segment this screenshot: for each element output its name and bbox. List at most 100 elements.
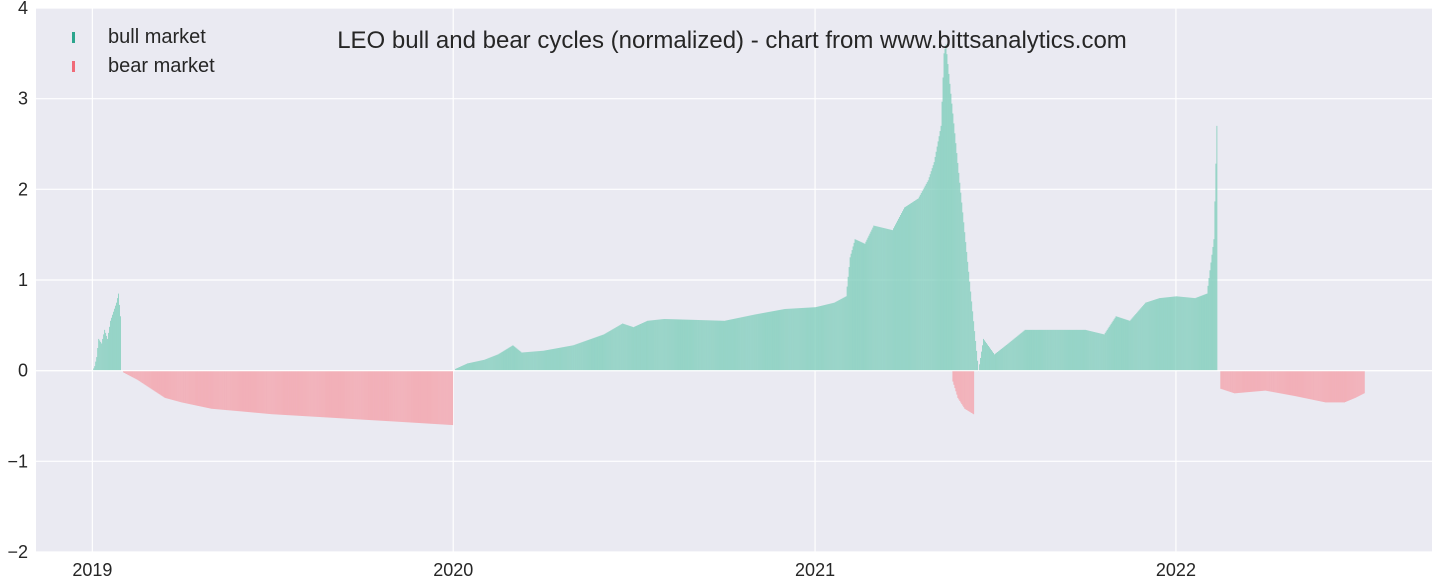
bear-bar	[1326, 370, 1328, 403]
bull-bar	[629, 325, 631, 371]
bear-bar	[225, 370, 227, 411]
bull-bar	[463, 365, 464, 371]
bull-bar	[706, 320, 708, 371]
bear-bar	[441, 370, 443, 425]
bull-bar	[1008, 342, 1010, 371]
bull-bar	[617, 326, 619, 371]
bear-bar	[193, 370, 195, 405]
bull-bar	[1116, 316, 1118, 371]
bear-bar	[1285, 370, 1287, 395]
bear-bar	[391, 370, 393, 422]
bull-bar	[1115, 316, 1117, 371]
bull-bar	[1207, 285, 1209, 371]
bear-bar	[185, 370, 187, 404]
bear-bar	[1224, 370, 1226, 391]
bear-bar	[187, 370, 189, 404]
bull-bar	[1049, 329, 1051, 371]
bull-bar	[515, 347, 517, 371]
bear-bar	[353, 370, 355, 420]
bear-bar	[1290, 370, 1292, 396]
bull-bar	[487, 358, 489, 371]
bull-bar	[1016, 336, 1018, 371]
bull-bar	[777, 310, 779, 371]
bull-bar	[1135, 314, 1137, 371]
bear-bar	[317, 370, 319, 417]
bear-bar	[311, 370, 313, 417]
bull-bar	[1062, 329, 1064, 371]
bull-bar	[847, 276, 849, 371]
bear-bar	[292, 370, 293, 416]
bull-bar	[1101, 333, 1103, 371]
bear-bar	[140, 370, 142, 383]
bear-bar	[320, 370, 322, 418]
bull-bar	[1144, 303, 1146, 371]
bear-bar	[958, 370, 960, 400]
bull-bar	[796, 308, 798, 371]
bear-bar	[968, 370, 970, 412]
bull-bar	[614, 328, 616, 371]
bull-bar	[1180, 296, 1182, 371]
bull-bar	[1118, 317, 1120, 371]
bull-bar	[988, 345, 989, 371]
bull-bar	[928, 177, 930, 371]
bull-bar	[613, 328, 615, 371]
bull-bar	[574, 344, 576, 371]
bear-bar	[385, 370, 387, 422]
bull-bar	[754, 314, 756, 371]
bull-bar	[953, 123, 955, 371]
bear-bar	[378, 370, 379, 421]
bull-bar	[908, 204, 909, 371]
bull-bar	[110, 320, 111, 371]
bear-bar	[163, 370, 165, 398]
bull-bar	[773, 311, 775, 371]
bear-bar	[144, 370, 146, 385]
bull-bar	[1076, 329, 1077, 371]
bull-bar	[1091, 331, 1093, 371]
bear-bar	[323, 370, 325, 418]
bear-bar	[399, 370, 401, 422]
bull-bar	[1216, 125, 1218, 371]
bull-bar	[721, 320, 722, 371]
bull-bar	[911, 202, 913, 371]
bull-bar	[767, 312, 769, 371]
bear-bar	[1268, 370, 1270, 392]
bear-bar	[1336, 370, 1337, 403]
bear-bar	[275, 370, 277, 415]
bull-bar	[760, 313, 762, 371]
bull-bar	[1167, 297, 1168, 371]
bull-bar	[1061, 329, 1063, 371]
bear-bar	[1229, 370, 1231, 392]
bull-bar	[529, 351, 531, 371]
bull-bar	[93, 368, 95, 371]
bull-bar	[1148, 301, 1150, 371]
bull-bar	[869, 233, 871, 371]
bull-bar	[1121, 318, 1123, 371]
bull-bar	[494, 355, 496, 371]
bull-bar	[867, 237, 869, 371]
bull-bar	[995, 352, 997, 371]
bull-bar	[524, 352, 526, 371]
bull-bar	[664, 319, 666, 371]
bear-bar	[223, 370, 225, 410]
bear-bar	[305, 370, 307, 417]
bull-bar	[695, 319, 697, 371]
bear-bar	[301, 370, 303, 416]
bull-bar	[883, 227, 885, 371]
bull-bar	[860, 241, 862, 371]
bull-bar	[1057, 329, 1059, 371]
bear-bar	[1236, 370, 1238, 394]
bear-bar	[256, 370, 258, 413]
bear-bar	[440, 370, 442, 425]
bear-bar	[381, 370, 382, 421]
bull-bar	[1065, 329, 1067, 371]
bull-bar	[623, 323, 625, 371]
bear-bar	[355, 370, 357, 420]
bull-bar	[628, 325, 630, 371]
bull-bar	[626, 324, 628, 371]
bear-bar	[308, 370, 310, 417]
bull-bar	[948, 73, 950, 371]
bear-bar	[387, 370, 389, 422]
bull-bar	[667, 319, 669, 371]
bear-bar	[316, 370, 318, 417]
bull-bar	[934, 156, 936, 371]
